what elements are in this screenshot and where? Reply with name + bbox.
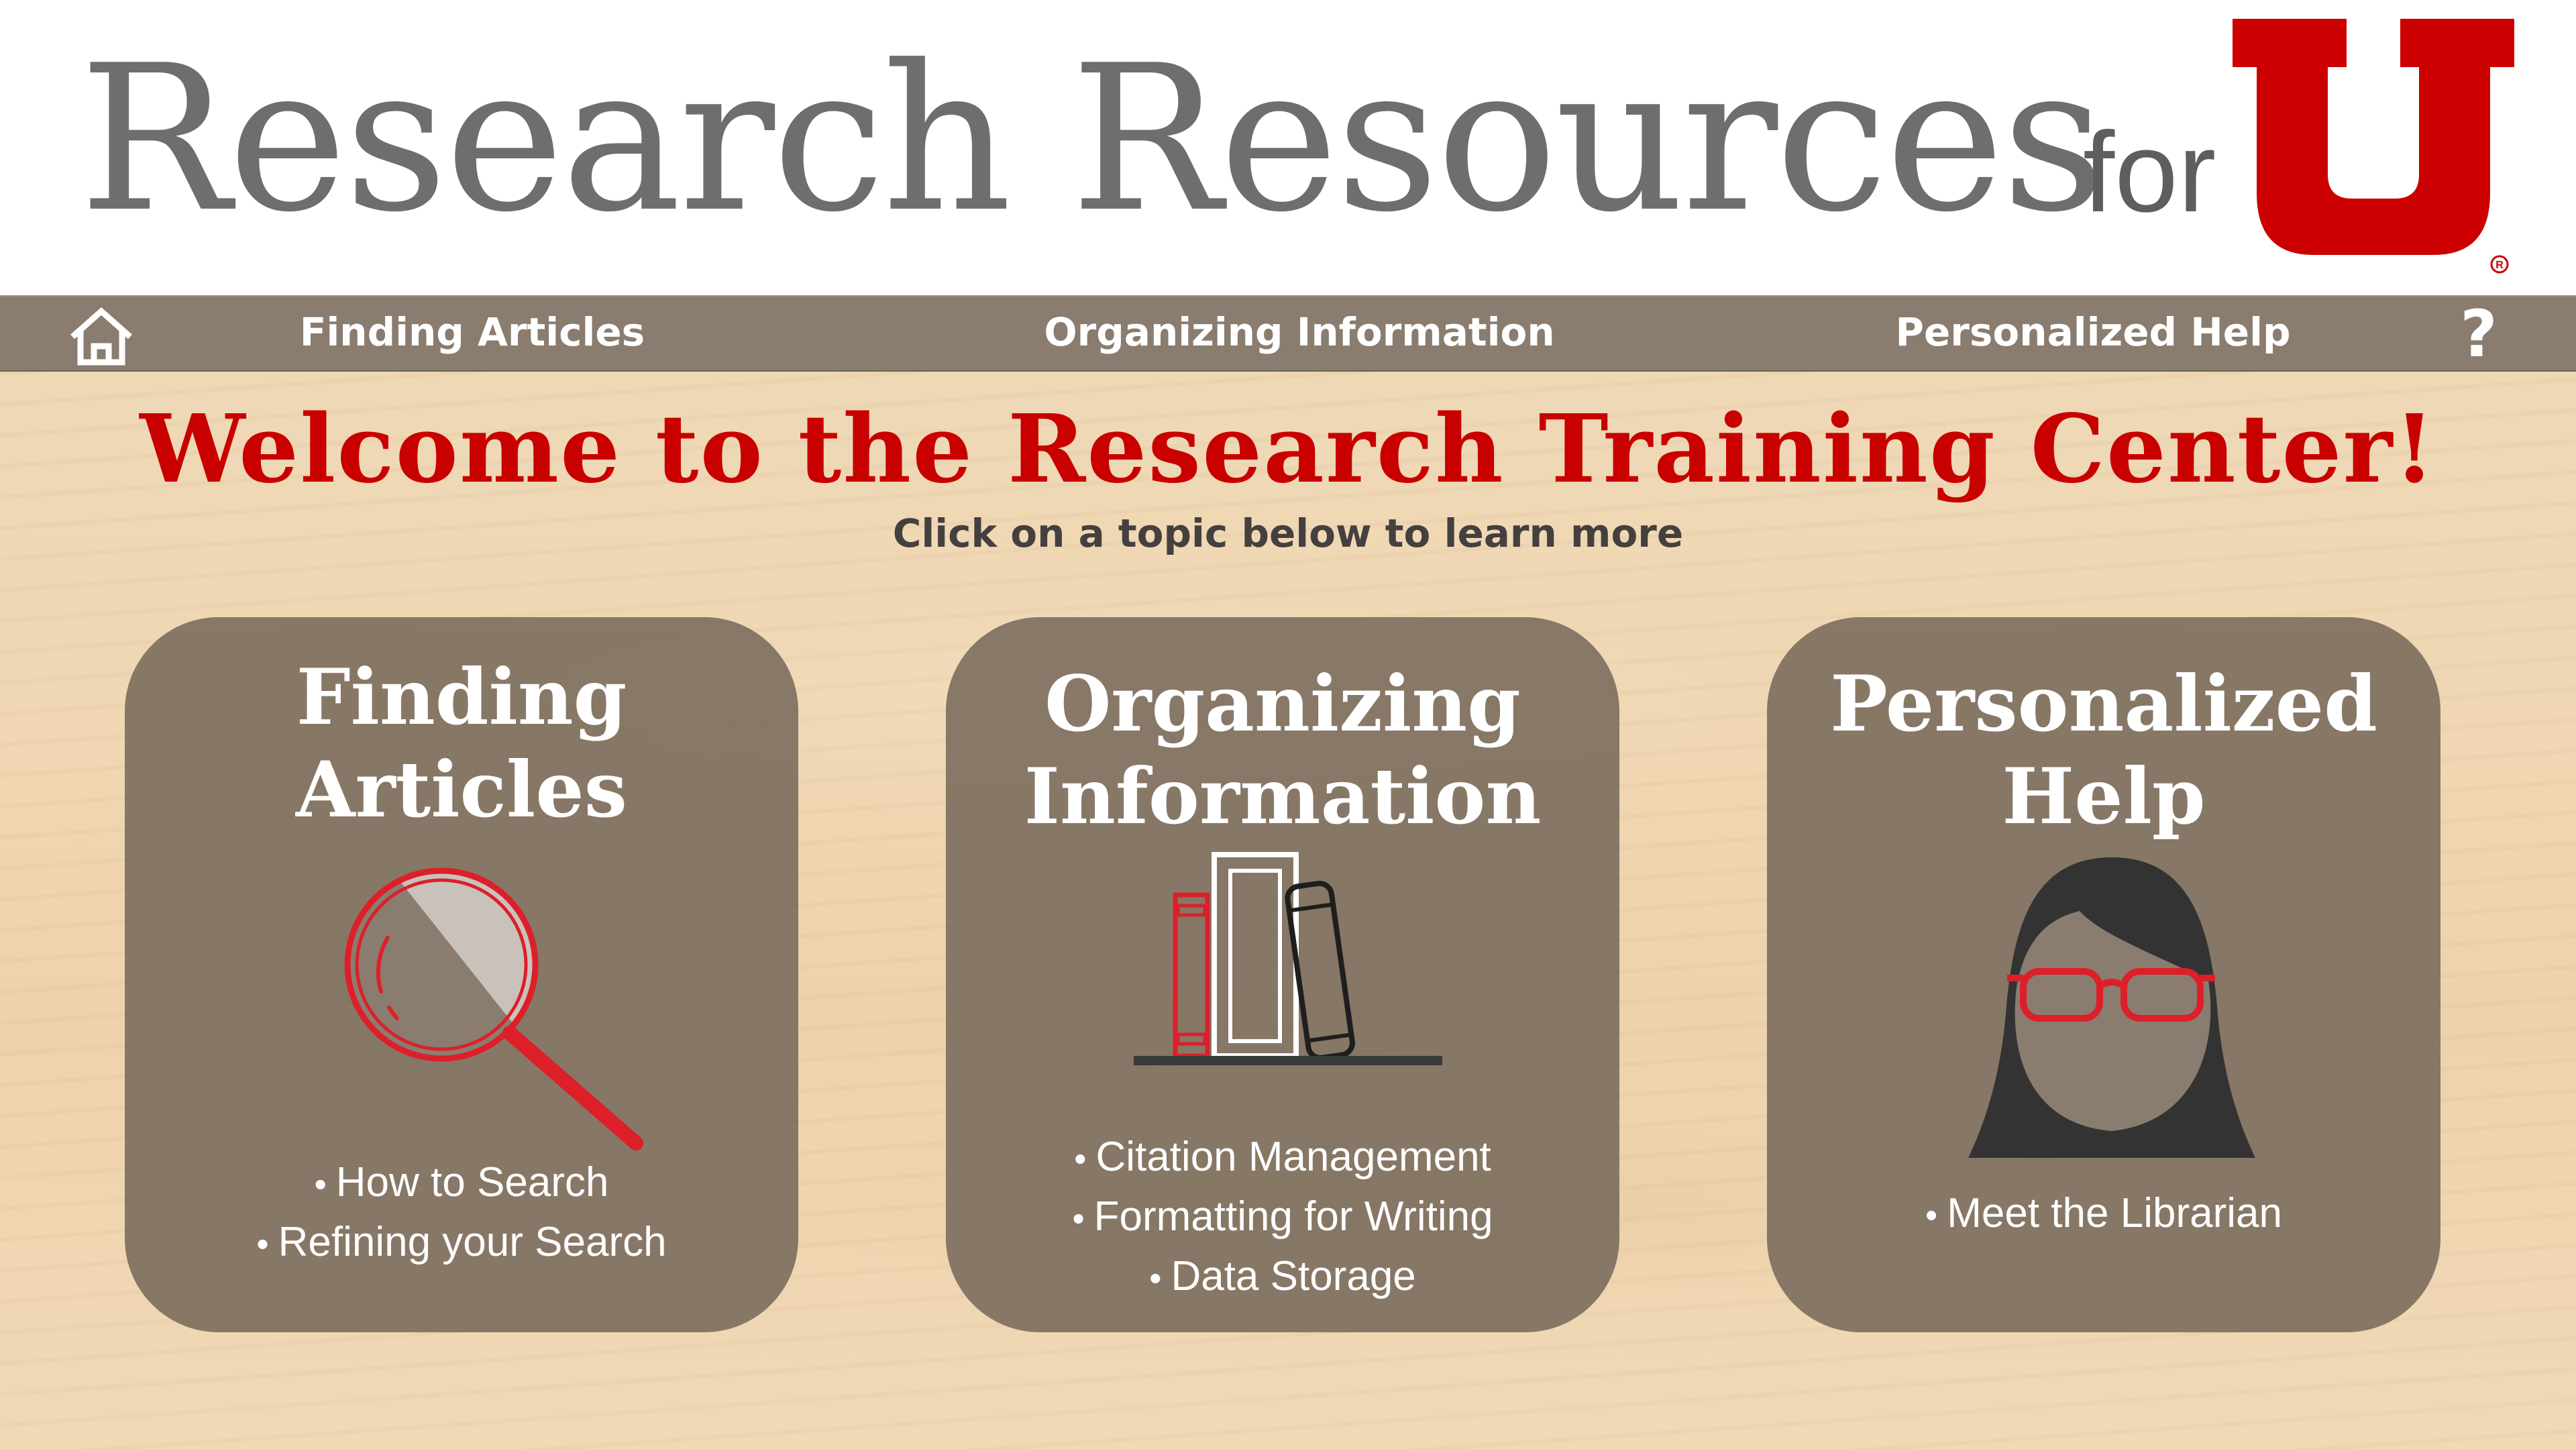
card-organizing-information[interactable]: Organizing Information • Citation Managem… — [946, 617, 1619, 1332]
card-list: • How to Search • Refining your Search — [125, 1154, 798, 1273]
card-title-line2: Help — [2002, 751, 2206, 841]
card-finding-articles[interactable]: Finding Articles • How to Search • Refinin… — [125, 617, 798, 1332]
books-icon — [1134, 852, 1442, 1073]
magnifying-glass-icon — [341, 864, 649, 1157]
card-title-line2: Articles — [296, 745, 627, 835]
home-icon[interactable] — [64, 306, 138, 366]
list-item-citation-management[interactable]: • Citation Management — [1074, 1134, 1491, 1180]
librarian-icon — [1966, 853, 2258, 1159]
card-title-line1: Organizing — [1044, 659, 1521, 749]
list-item-data-storage[interactable]: • Data Storage — [1149, 1253, 1416, 1299]
welcome-subtitle: Click on a topic below to learn more — [892, 511, 1684, 556]
nav-organizing-information[interactable]: Organizing Information — [1044, 309, 1555, 355]
svg-text:R: R — [2496, 260, 2504, 271]
help-button[interactable]: ? — [2460, 297, 2498, 372]
list-item-refining-your-search[interactable]: • Refining your Search — [256, 1219, 667, 1265]
card-personalized-help[interactable]: Personalized Help • Meet the Librarian — [1767, 617, 2440, 1332]
list-item-label: Refining your Search — [278, 1219, 667, 1265]
header: Research Resources for R — [0, 0, 2576, 295]
card-list: • Citation Management • Formatting for Wri… — [946, 1128, 1619, 1307]
list-item-label: How to Search — [335, 1159, 609, 1205]
list-item-label: Formatting for Writing — [1093, 1193, 1493, 1240]
site-title-for: for — [2083, 109, 2216, 236]
card-list: • Meet the Librarian — [1767, 1185, 2440, 1244]
list-item-label: Meet the Librarian — [1947, 1190, 2282, 1236]
card-title-line2: Information — [1024, 751, 1542, 841]
list-item-label: Data Storage — [1171, 1253, 1416, 1299]
list-item-meet-the-librarian[interactable]: • Meet the Librarian — [1925, 1190, 2282, 1236]
list-item-label: Citation Management — [1095, 1134, 1491, 1180]
nav-finding-articles[interactable]: Finding Articles — [299, 309, 645, 355]
list-item-formatting-for-writing[interactable]: • Formatting for Writing — [1072, 1193, 1493, 1240]
card-title-line1: Finding — [296, 652, 627, 742]
nav-personalized-help[interactable]: Personalized Help — [1895, 309, 2291, 355]
list-item-how-to-search[interactable]: • How to Search — [314, 1159, 609, 1205]
university-of-utah-u-logo: R — [2233, 19, 2514, 275]
welcome-heading: Welcome to the Research Training Center! — [140, 394, 2436, 504]
nav-bar: Finding Articles Organizing Information … — [0, 295, 2576, 372]
site-title: Research Resources — [79, 22, 2105, 256]
card-title-line1: Personalized — [1830, 659, 2377, 749]
